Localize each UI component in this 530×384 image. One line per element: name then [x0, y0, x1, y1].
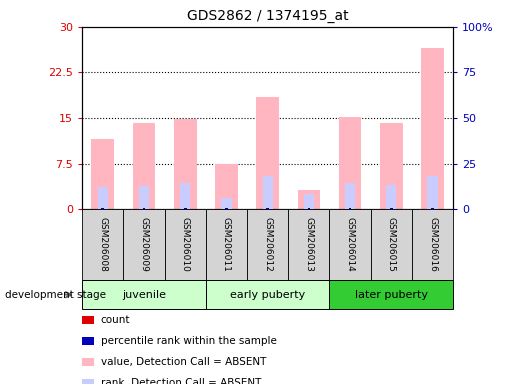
Bar: [165, 209, 206, 280]
Bar: [431, 208, 434, 209]
Text: GSM206011: GSM206011: [222, 217, 231, 272]
Bar: [222, 199, 232, 209]
Bar: [380, 123, 403, 209]
Bar: [266, 208, 269, 209]
Bar: [180, 183, 190, 209]
Text: rank, Detection Call = ABSENT: rank, Detection Call = ABSENT: [101, 378, 261, 384]
Bar: [101, 208, 104, 209]
Bar: [98, 187, 108, 209]
Bar: [206, 280, 330, 309]
Bar: [132, 123, 155, 209]
Text: GSM206010: GSM206010: [181, 217, 190, 272]
Bar: [349, 208, 351, 209]
Text: development stage: development stage: [5, 290, 107, 300]
Text: later puberty: later puberty: [355, 290, 428, 300]
Bar: [297, 190, 320, 209]
Bar: [82, 358, 94, 366]
Bar: [304, 194, 314, 209]
Text: GSM206012: GSM206012: [263, 217, 272, 272]
Bar: [206, 209, 247, 280]
Bar: [215, 164, 238, 209]
Bar: [225, 208, 228, 209]
Text: GSM206008: GSM206008: [98, 217, 107, 272]
Bar: [92, 139, 114, 209]
Bar: [427, 175, 438, 209]
Bar: [101, 208, 104, 209]
Bar: [370, 209, 412, 280]
Bar: [139, 185, 149, 209]
Bar: [184, 208, 187, 209]
Bar: [143, 208, 145, 209]
Bar: [247, 209, 288, 280]
Text: GSM206015: GSM206015: [387, 217, 396, 272]
Text: GSM206013: GSM206013: [304, 217, 313, 272]
Text: early puberty: early puberty: [230, 290, 305, 300]
Bar: [330, 209, 370, 280]
Text: value, Detection Call = ABSENT: value, Detection Call = ABSENT: [101, 357, 266, 367]
Bar: [82, 337, 94, 345]
Bar: [421, 48, 444, 209]
Text: juvenile: juvenile: [122, 290, 166, 300]
Bar: [266, 208, 269, 209]
Bar: [390, 208, 393, 209]
Bar: [82, 209, 123, 280]
Bar: [386, 185, 396, 209]
Bar: [184, 208, 187, 209]
Bar: [345, 183, 355, 209]
Bar: [143, 208, 145, 209]
Bar: [412, 209, 453, 280]
Bar: [257, 97, 279, 209]
Bar: [307, 208, 310, 209]
Text: percentile rank within the sample: percentile rank within the sample: [101, 336, 277, 346]
Bar: [225, 208, 228, 209]
Bar: [390, 208, 393, 209]
Bar: [82, 316, 94, 324]
Text: GSM206016: GSM206016: [428, 217, 437, 272]
Bar: [349, 208, 351, 209]
Bar: [123, 209, 165, 280]
Bar: [82, 280, 206, 309]
Bar: [307, 208, 310, 209]
Bar: [174, 119, 197, 209]
Bar: [339, 117, 361, 209]
Text: GSM206009: GSM206009: [139, 217, 148, 272]
Bar: [288, 209, 330, 280]
Text: GSM206014: GSM206014: [346, 217, 355, 272]
Text: count: count: [101, 315, 130, 325]
Title: GDS2862 / 1374195_at: GDS2862 / 1374195_at: [187, 9, 348, 23]
Bar: [82, 379, 94, 384]
Bar: [262, 175, 273, 209]
Bar: [330, 280, 453, 309]
Bar: [431, 208, 434, 209]
